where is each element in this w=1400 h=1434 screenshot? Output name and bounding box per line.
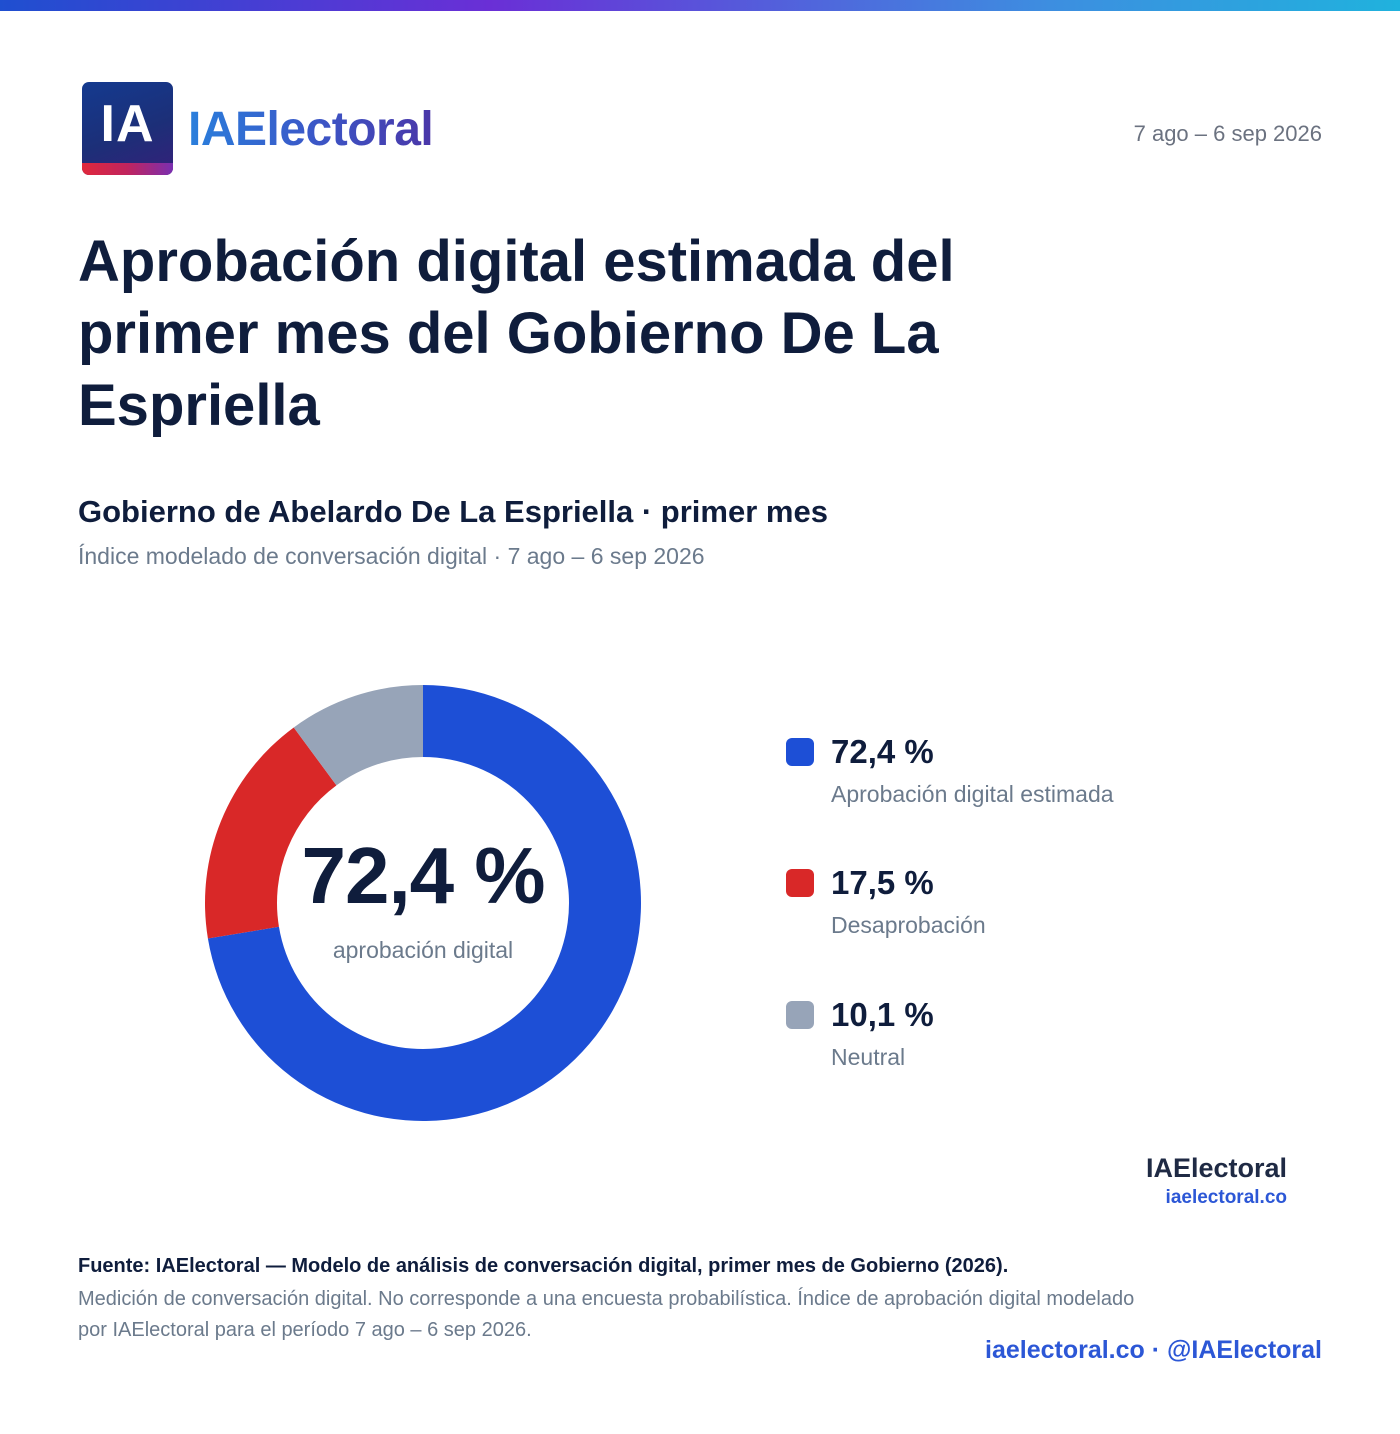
logo-icon: IA <box>82 82 173 175</box>
top-gradient-bar <box>0 0 1400 11</box>
logo-wordmark: IAElectoral <box>188 103 434 156</box>
donut-slice-approval <box>207 685 641 1121</box>
page-title: Aprobación digital estimada del primer m… <box>78 229 955 438</box>
source-title: Fuente: IAElectoral — Modelo de análisis… <box>78 1255 1009 1277</box>
legend-label-approval: Aprobación digital estimada <box>831 781 1114 807</box>
source-note: Medición de conversación digital. No cor… <box>78 1288 1135 1341</box>
legend-value-approval: 72,4 % <box>831 733 934 770</box>
legend-swatch-approval <box>786 738 814 766</box>
donut-slice-neutral <box>293 685 423 786</box>
legend-item-approval: 72,4 % Aprobación digital estimada <box>786 733 1206 813</box>
brand-name: IAElectoral <box>1145 1153 1287 1183</box>
logo-letters: IA <box>100 95 155 153</box>
donut-chart <box>205 685 641 1121</box>
donut-center-value: 72,4 % <box>301 831 545 920</box>
legend-item-neutral: 10,1 % Neutral <box>786 996 1206 1076</box>
donut-slice-disapproval <box>205 727 337 939</box>
legend-item-disapproval: 17,5 % Desaprobación <box>786 864 1206 944</box>
legend-value-disapproval: 17,5 % <box>831 864 934 901</box>
legend-value-neutral: 10,1 % <box>831 996 934 1033</box>
donut-center-label: aprobación digital <box>332 937 514 963</box>
logo-stripe <box>82 163 173 175</box>
legend-swatch-neutral <box>786 1001 814 1029</box>
legend-label-disapproval: Desaprobación <box>831 912 986 938</box>
brand-url[interactable]: iaelectoral.co <box>1165 1187 1287 1208</box>
chart-description: Índice modelado de conversación digital … <box>78 543 705 569</box>
chart-subtitle: Gobierno de Abelardo De La Espriella · p… <box>78 494 828 529</box>
header-date-range: 7 ago – 6 sep 2026 <box>1133 121 1322 146</box>
legend-label-neutral: Neutral <box>831 1044 906 1070</box>
footer-links[interactable]: iaelectoral.co · @IAElectoral <box>985 1336 1322 1364</box>
legend-swatch-disapproval <box>786 869 814 897</box>
